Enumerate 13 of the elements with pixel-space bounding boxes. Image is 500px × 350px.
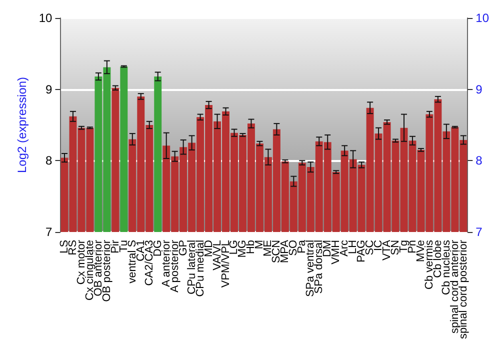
y2-tick-label: 9 xyxy=(476,82,483,96)
y-tick-label: 9 xyxy=(46,82,53,96)
y2-tick-label: 8 xyxy=(476,154,483,168)
y-tick-label: 10 xyxy=(38,11,53,25)
x-tick-label: Tg xyxy=(398,240,410,253)
x-tick-label: OB posterior xyxy=(100,240,113,302)
x-tick-label: spinal cord posterior xyxy=(457,240,470,340)
x-tick-label: A posterior xyxy=(168,240,181,293)
y-tick-label: 7 xyxy=(46,224,53,239)
y2-tick-label: 10 xyxy=(476,11,490,25)
y-tick-label: 8 xyxy=(46,154,53,168)
y-axis-title: Log2 (expression) xyxy=(15,76,29,174)
y2-tick-label: 7 xyxy=(476,224,483,239)
